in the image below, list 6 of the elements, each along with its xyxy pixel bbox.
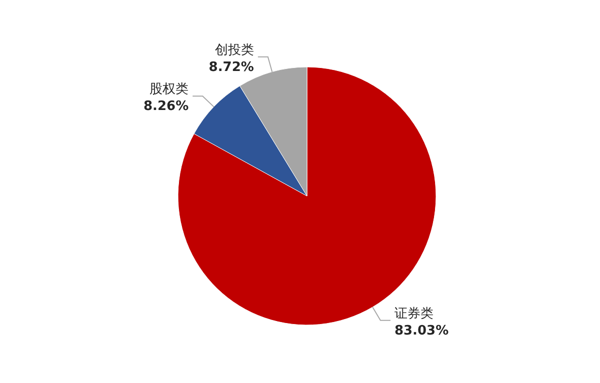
data-label: 8.26% [144, 99, 189, 114]
data-label: 8.72% [208, 60, 254, 75]
slice-label: 股权类 [150, 82, 189, 98]
slice-label: 证券类 [394, 306, 434, 322]
slice-label: 创投类 [214, 42, 254, 58]
data-label: 83.03% [394, 323, 449, 338]
